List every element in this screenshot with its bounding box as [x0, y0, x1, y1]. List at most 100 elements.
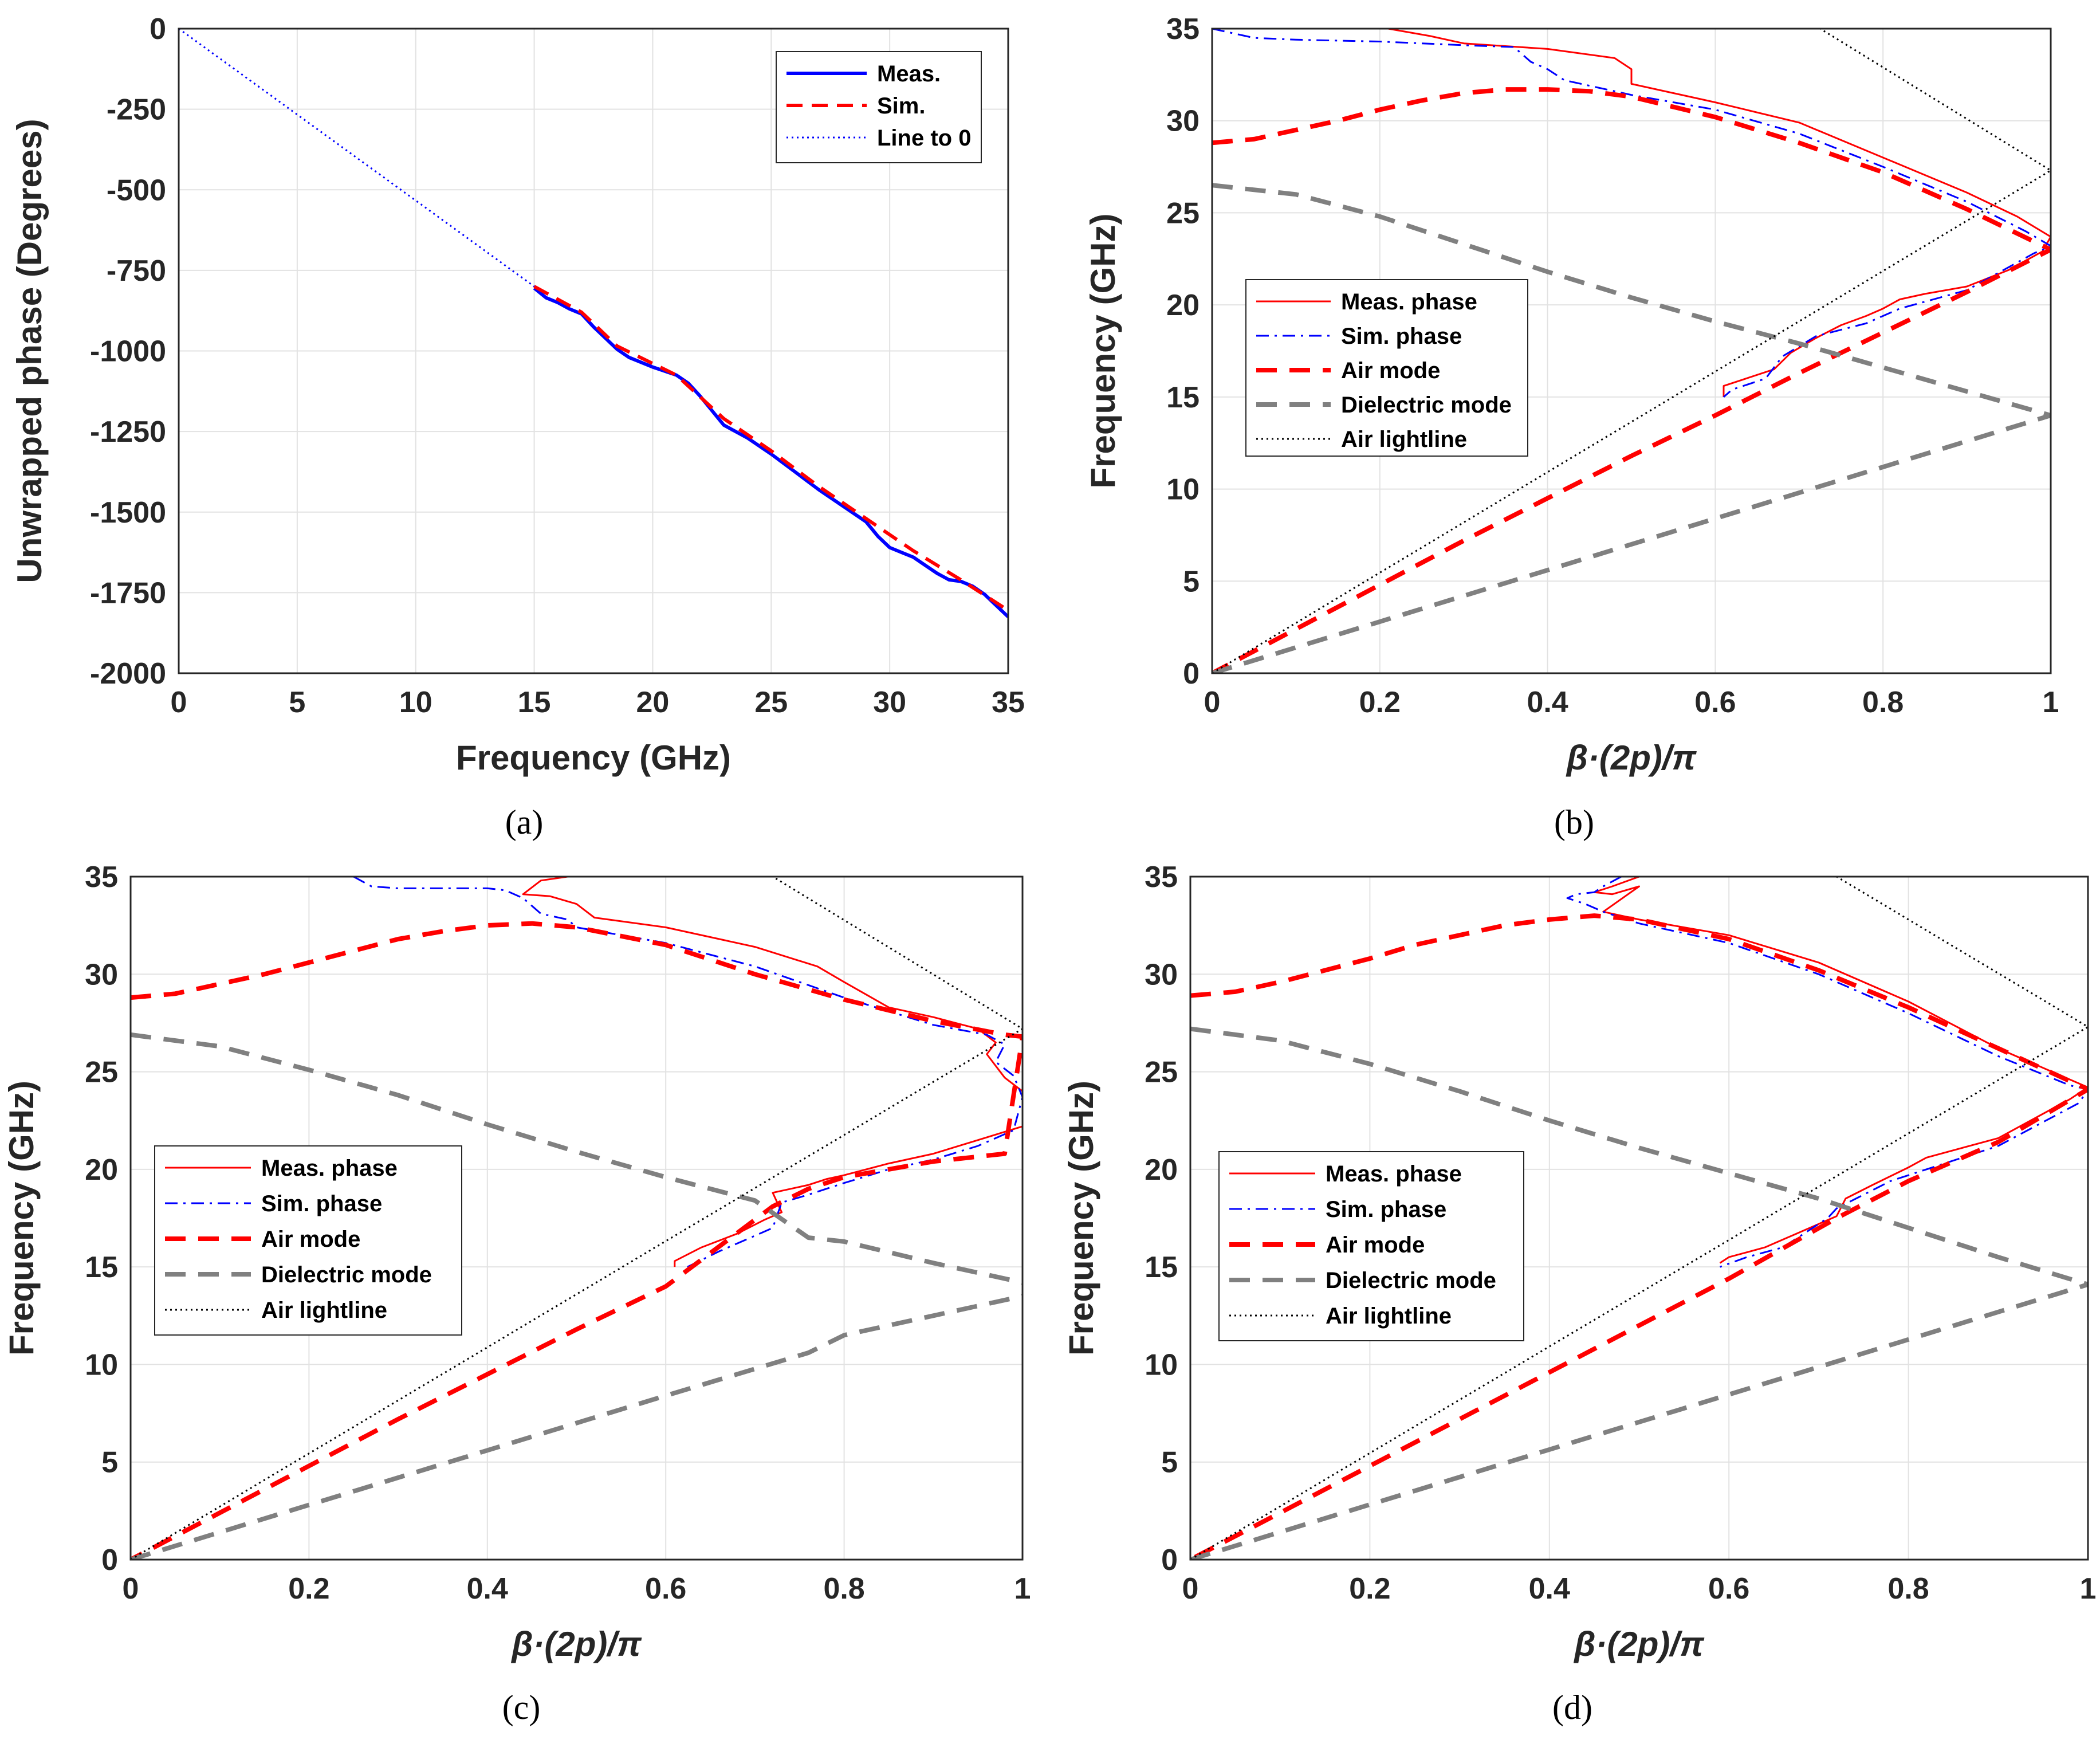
- chart-a-xtick-label: 25: [754, 686, 788, 719]
- chart-c-xtick-label: 1: [1014, 1572, 1031, 1605]
- chart-b-xtick-label: 0.6: [1694, 686, 1736, 719]
- chart-b-series-dielectric-mode-lower: [1212, 413, 2051, 673]
- chart-a-xtick-label: 0: [171, 686, 187, 719]
- chart-a-ytick-label: 0: [150, 13, 166, 46]
- chart-d-ytick-label: 20: [1145, 1153, 1178, 1187]
- chart-b-series-dielectric-mode: [1212, 183, 2051, 418]
- chart-b-legend-label: Dielectric mode: [1341, 392, 1512, 418]
- chart-d-caption: (d): [1552, 1689, 1592, 1726]
- chart-a-axes-frame: [178, 28, 1009, 674]
- chart-c-ytick-label: 5: [101, 1446, 118, 1479]
- chart-c-series-sim-phase: [353, 877, 1023, 1270]
- chart-c-ytick-label: 15: [85, 1251, 118, 1284]
- chart-a-series-meas: [533, 286, 1008, 618]
- chart-c-xtick-label: 0: [123, 1572, 139, 1605]
- chart-c-legend-label: Sim. phase: [261, 1191, 382, 1216]
- chart-c-legend: Meas. phase Sim. phase Air mode Dielectric …: [154, 1145, 462, 1336]
- chart-d-series-air-lightline: [1190, 877, 2088, 1560]
- chart-c: 0 0.2 0.4 0.6 0.8 105101520253035β·(2p)/πFreq…: [2, 861, 1031, 1726]
- chart-a-series-sim: [533, 285, 1008, 612]
- chart-a-ytick-label: -1000: [90, 335, 166, 368]
- chart-c-xtick-label: 0.2: [288, 1572, 329, 1605]
- chart-a: 0 5 10 15 20 25 30 35 0 -250 -500 -750 -1000 -1250 -15…: [10, 13, 1025, 841]
- chart-b-series-air-lightline: [1212, 29, 2051, 673]
- chart-d-ytick-label: 0: [1161, 1544, 1178, 1577]
- chart-c-caption: (c): [502, 1689, 541, 1726]
- chart-d-legend-label: Sim. phase: [1326, 1197, 1446, 1222]
- chart-b-legend-label: Meas. phase: [1341, 289, 1477, 315]
- chart-d-series-dielectric-mode: [1190, 1026, 2088, 1287]
- chart-a-xtick-label: 10: [399, 686, 432, 719]
- chart-b-series-sim-phase: [1212, 29, 2051, 398]
- chart-d-axes-frame: [1189, 875, 2089, 1561]
- chart-d-xtick-label: 0.6: [1708, 1572, 1749, 1605]
- chart-b-xtick-label: 0.8: [1862, 686, 1904, 719]
- chart-d-legend: Meas. phase Sim. phase Air mode Dielectric …: [1218, 1151, 1524, 1341]
- chart-d-legend-label: Dielectric mode: [1326, 1268, 1496, 1293]
- chart-d-xtick-label: 0.2: [1349, 1572, 1390, 1605]
- chart-a-legend-box: [776, 51, 982, 163]
- chart-d-legend-label: Air mode: [1326, 1232, 1425, 1258]
- chart-c-ytick-label: 35: [85, 861, 118, 894]
- chart-a-legend-label: Line to 0: [877, 125, 971, 151]
- chart-a-legend-label: Meas.: [877, 61, 941, 87]
- chart-d-xtick-label: 0.8: [1887, 1572, 1929, 1605]
- chart-d-xtick-label: 0.4: [1529, 1572, 1570, 1605]
- chart-a-ytick-label: -250: [107, 93, 166, 127]
- chart-b-ytick-label: 0: [1183, 657, 1200, 690]
- chart-c-xtick-label: 0.6: [645, 1572, 686, 1605]
- chart-a-ytick-label: -1500: [90, 496, 166, 529]
- chart-c-xtick-label: 0.4: [467, 1572, 508, 1605]
- chart-b-ytick-label: 30: [1166, 105, 1200, 138]
- chart-b-ytick-label: 15: [1166, 381, 1200, 414]
- chart-d-series-air-mode: [1190, 913, 2088, 1560]
- chart-a-ytick-label: -1750: [90, 576, 166, 610]
- chart-b-legend-label: Sim. phase: [1341, 324, 1462, 349]
- chart-a-ytick-label: -750: [107, 254, 166, 288]
- chart-d-ytick-label: 30: [1145, 958, 1178, 991]
- chart-a-caption: (a): [505, 803, 544, 841]
- chart-a-xtick-label: 15: [518, 686, 551, 719]
- chart-b-ytick-label: 5: [1183, 565, 1200, 598]
- chart-d-series-dielectric-mode-lower: [1190, 1282, 2088, 1560]
- chart-d-ytick-label: 10: [1145, 1348, 1178, 1381]
- chart-b-series-air-mode: [1212, 87, 2051, 673]
- chart-d-series-sim-phase: [1566, 877, 2088, 1268]
- chart-c-ytick-label: 10: [85, 1348, 118, 1381]
- chart-b-ytick-label: 20: [1166, 289, 1200, 322]
- chart-b-ylabel: Frequency (GHz): [1084, 213, 1122, 488]
- chart-d-legend-label: Meas. phase: [1326, 1161, 1462, 1187]
- chart-b-xtick-label: 0.4: [1527, 686, 1568, 719]
- chart-c-ytick-label: 20: [85, 1153, 118, 1187]
- chart-d-ytick-label: 15: [1145, 1251, 1178, 1284]
- chart-c-legend-label: Air mode: [261, 1227, 360, 1252]
- chart-c-series-dielectric-mode-lower: [131, 1294, 1023, 1560]
- chart-c-legend-label: Dielectric mode: [261, 1262, 432, 1287]
- chart-b-legend: Meas. phase Sim. phase Air mode Dielectric …: [1245, 279, 1528, 457]
- chart-d-legend-label: Air lightline: [1326, 1303, 1452, 1329]
- chart-b-legend-label: Air lightline: [1341, 427, 1467, 452]
- chart-d: 0 0.2 0.4 0.6 0.8 105101520253035β·(2p)/πFreq…: [1062, 861, 2096, 1726]
- chart-a-ylabel: Unwrapped phase (Degrees): [10, 119, 49, 583]
- chart-c-legend-label: Meas. phase: [261, 1156, 398, 1181]
- chart-c-series-air-lightline: [131, 877, 1023, 1560]
- chart-d-ytick-label: 25: [1145, 1056, 1178, 1089]
- chart-b-ytick-label: 25: [1166, 197, 1200, 230]
- chart-d-ytick-label: 5: [1161, 1446, 1178, 1479]
- chart-a-series-line-to-0: [179, 29, 535, 288]
- chart-c-ylabel: Frequency (GHz): [2, 1081, 41, 1356]
- chart-c-xtick-label: 0.8: [823, 1572, 864, 1605]
- chart-a-xlabel: Frequency (GHz): [456, 739, 731, 777]
- chart-b-ytick-label: 10: [1166, 473, 1200, 507]
- chart-b-ytick-label: 35: [1166, 13, 1200, 46]
- chart-b-xtick-label: 0.2: [1359, 686, 1401, 719]
- chart-d-xtick-label: 1: [2080, 1572, 2097, 1605]
- chart-c-series-meas-phase: [522, 877, 1023, 1267]
- chart-c-ytick-label: 0: [101, 1544, 118, 1577]
- chart-a-legend-label: Sim.: [877, 93, 925, 119]
- chart-c-axes-frame: [129, 875, 1024, 1561]
- chart-c-series-dielectric-mode: [131, 1032, 1023, 1285]
- chart-a-xtick-label: 20: [636, 686, 670, 719]
- chart-b-xtick-label: 0: [1204, 686, 1221, 719]
